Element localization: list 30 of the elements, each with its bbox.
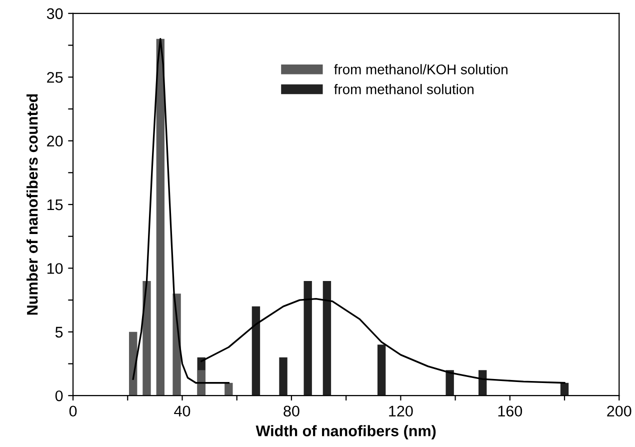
bar (279, 357, 288, 396)
x-tick-label: 200 (607, 406, 632, 417)
x-tick-label: 0 (69, 406, 77, 417)
y-axis-title: Number of nanofibers counted (26, 94, 38, 315)
bar (560, 382, 569, 396)
y-tick-label: 25 (47, 72, 63, 83)
bar (156, 38, 164, 396)
x-tick-label: 80 (284, 406, 300, 417)
y-tick-label: 20 (47, 136, 63, 146)
line-series (132, 38, 230, 384)
bar (142, 280, 151, 396)
bar (224, 382, 233, 396)
y-tick-label: 5 (55, 326, 63, 338)
x-axis-title: Width of nanofibers (nm) (256, 425, 436, 440)
x-tick-label: 160 (498, 406, 522, 417)
bar (377, 344, 386, 396)
y-tick-label: 30 (46, 8, 63, 20)
line-series (200, 298, 566, 384)
legend-label: from methanol/KOH solution (334, 64, 508, 74)
bar (446, 370, 454, 396)
y-tick-label: 15 (47, 200, 63, 210)
y-tick-label: 10 (47, 263, 63, 274)
legend-label: from methanol solution (334, 84, 474, 94)
x-tick-label: 40 (174, 406, 190, 417)
bar (322, 280, 332, 396)
y-tick-label: 0 (55, 390, 63, 402)
bar (197, 370, 206, 396)
x-tick-label: 120 (389, 406, 413, 417)
bar (252, 306, 260, 396)
bar (304, 280, 312, 396)
